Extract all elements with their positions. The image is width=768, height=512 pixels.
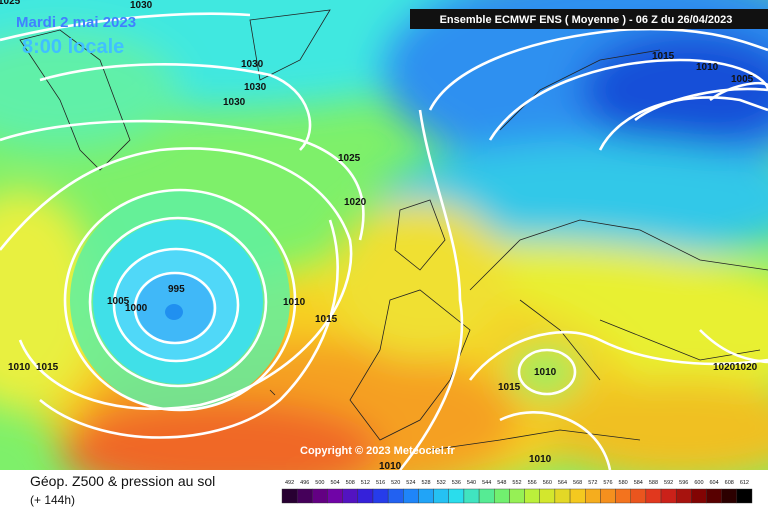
scale-swatch <box>585 488 601 504</box>
isobar-label: 1015 <box>652 51 675 62</box>
date: Mardi 2 mai 2023 <box>16 14 136 31</box>
run-info: Ensemble ECMWF ENS ( Moyenne ) - 06 Z du… <box>440 14 733 26</box>
scale-label: 548 <box>497 480 506 486</box>
scale-label: 520 <box>391 480 400 486</box>
scale-label: 512 <box>361 480 370 486</box>
scale-label: 524 <box>406 480 415 486</box>
scale-swatch <box>403 488 419 504</box>
scale-label: 612 <box>740 480 749 486</box>
isobar-label: 1030 <box>223 97 246 108</box>
isobar-label: 1030 <box>244 82 267 93</box>
scale-swatch <box>433 488 449 504</box>
scale-label: 588 <box>649 480 658 486</box>
scale-swatch <box>675 488 692 504</box>
scale-swatch <box>706 488 722 504</box>
scale-swatch <box>281 488 298 504</box>
isobar-label: 1010 <box>529 454 552 465</box>
scale-label: 604 <box>710 480 719 486</box>
scale-swatch <box>660 488 677 504</box>
scale-label: 500 <box>315 480 324 486</box>
local-time: 8:00 locale <box>22 36 124 58</box>
scale-swatch <box>645 488 662 504</box>
footer-title: Géop. Z500 & pression au sol <box>30 473 215 489</box>
isobar-label: 1015 <box>498 382 521 393</box>
scale-swatch <box>387 488 404 504</box>
isobar-label: 1025 <box>0 0 21 7</box>
isobar-label: 1005 <box>107 296 130 307</box>
scale-swatch <box>600 488 616 504</box>
isobar-label: 1000 <box>125 303 148 314</box>
scale-label: 552 <box>512 480 521 486</box>
isobar-label: 1010 <box>534 367 557 378</box>
scale-label: 504 <box>330 480 339 486</box>
scale-swatch <box>509 488 525 504</box>
scale-label: 492 <box>285 480 294 486</box>
scale-label: 600 <box>694 480 703 486</box>
geopotential-field <box>0 0 768 470</box>
footer-lead: (+ 144h) <box>30 493 75 507</box>
isobar-label: 1030 <box>130 0 153 11</box>
isobar-label: 1010 <box>283 297 306 308</box>
scale-label: 508 <box>346 480 355 486</box>
isobar-labels: 1030 1025 1030 1030 1030 1025 1020 1015 1010 1005… <box>0 0 758 472</box>
scale-label: 532 <box>437 480 446 486</box>
scale-swatch <box>327 488 343 504</box>
scale-label: 580 <box>619 480 628 486</box>
scale-label: 592 <box>664 480 673 486</box>
scale-swatch <box>721 488 738 504</box>
isobar-label: 1030 <box>241 59 264 70</box>
isobar-label: 1010 <box>696 62 719 73</box>
scale-label: 608 <box>725 480 734 486</box>
scale-swatch <box>630 488 647 504</box>
scale-swatch <box>418 488 434 504</box>
scale-label: 540 <box>467 480 476 486</box>
scale-label: 572 <box>588 480 597 486</box>
scale-swatch <box>615 488 631 504</box>
scale-swatch <box>296 488 313 504</box>
scale-label: 564 <box>558 480 567 486</box>
isobar-label: 995 <box>168 284 185 295</box>
scale-swatch <box>569 488 586 504</box>
scale-label: 556 <box>528 480 537 486</box>
scale-swatch <box>312 488 328 504</box>
scale-label: 544 <box>482 480 491 486</box>
isobar-label: 1015 <box>36 362 59 373</box>
scale-swatch <box>357 488 374 504</box>
scale-swatch <box>494 488 510 504</box>
scale-label: 528 <box>421 480 430 486</box>
scale-label: 496 <box>300 480 309 486</box>
scale-swatch <box>736 488 753 504</box>
scale-swatch <box>448 488 465 504</box>
scale-label: 568 <box>573 480 582 486</box>
scale-swatch <box>524 488 540 504</box>
isobar-label: 1020 <box>713 362 736 373</box>
scale-swatch <box>463 488 480 504</box>
scale-swatch <box>539 488 556 504</box>
color-scale: 492 496 500 504 508 512 516 520 524 528 532 536 540 5… <box>281 480 753 504</box>
scale-swatch <box>372 488 389 504</box>
isobar-label: 1015 <box>315 314 338 325</box>
copyright: Copyright © 2023 Meteociel.fr <box>300 445 456 457</box>
scale-swatch <box>478 488 495 504</box>
scale-label: 560 <box>543 480 552 486</box>
scale-label: 576 <box>603 480 612 486</box>
run-banner <box>410 9 768 29</box>
scale-label: 584 <box>634 480 643 486</box>
isobar-label: 1025 <box>338 153 361 164</box>
isobar-label: 1020 <box>344 197 367 208</box>
scale-swatch <box>691 488 707 504</box>
scale-label: 516 <box>376 480 385 486</box>
scale-swatch <box>342 488 359 504</box>
isobar-label: 1005 <box>731 74 754 85</box>
scale-label: 536 <box>452 480 461 486</box>
isobar-label: 1020 <box>735 362 758 373</box>
scale-label: 596 <box>679 480 688 486</box>
scale-swatch <box>554 488 571 504</box>
isobar-label: 1010 <box>379 461 402 472</box>
isobar-label: 1010 <box>8 362 31 373</box>
